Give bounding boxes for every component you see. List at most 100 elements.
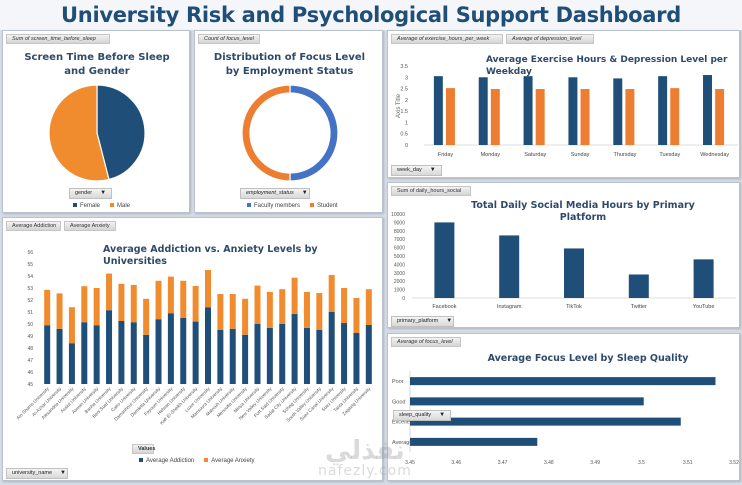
panel-university-bars: Average Addiction Average Anxiety Averag… xyxy=(2,217,383,481)
x-tick-label: Twitter xyxy=(631,304,647,310)
bar-addiction xyxy=(180,318,187,384)
bar-addiction xyxy=(328,312,335,384)
bar-addiction xyxy=(106,310,113,384)
y-tick-label: 50 xyxy=(27,322,33,328)
bar-addiction xyxy=(155,319,162,384)
y-tick-label: 45 xyxy=(27,382,33,388)
y-tick-label: 4000 xyxy=(394,262,405,268)
dropdown-arrow-icon: ▼ xyxy=(429,167,436,173)
field-button-social-hours[interactable]: Sum of daily_hours_social xyxy=(391,186,471,196)
employment-donut-chart xyxy=(241,84,339,182)
bar-addiction xyxy=(56,328,63,384)
bar-anxiety xyxy=(365,289,372,325)
weekday-filter-button[interactable]: week_day ▼ xyxy=(391,165,442,176)
bar-youtube xyxy=(693,259,714,298)
bar-addiction xyxy=(303,327,310,384)
bar-addiction xyxy=(217,330,224,384)
y-tick-label: 3 xyxy=(405,75,408,81)
sleep-filter-button[interactable]: sleep_quality ▼ xyxy=(393,410,452,421)
employment-filter-button[interactable]: employment_status ▼ xyxy=(240,188,310,199)
bar-excellent xyxy=(410,417,681,426)
bar-anxiety xyxy=(118,283,125,321)
bar-addiction xyxy=(44,325,51,384)
y-tick-label: Excellent xyxy=(392,420,415,426)
gender-filter-label: gender xyxy=(75,190,93,196)
bar-addiction xyxy=(279,324,286,384)
y-tick-label: 1 xyxy=(405,120,408,126)
bar-exercise-thursday xyxy=(613,78,623,145)
field-button-focus-count[interactable]: Count of focus_level xyxy=(198,34,260,44)
sleep-bar-chart: Poor Good Excellent Average 3.45 3.46 3.47 3.48… xyxy=(392,371,739,466)
y-tick-label: 51 xyxy=(27,310,33,316)
x-tick-label: TikTok xyxy=(566,304,582,310)
field-button-anxiety[interactable]: Average Anxiety xyxy=(64,221,116,231)
bar-depression-thursday xyxy=(625,89,635,145)
legend-item-faculty: Faculty members xyxy=(247,203,300,209)
chart-title-gender: Screen Time Before Sleep and Gender xyxy=(24,52,170,77)
x-tick-label: 3.46 xyxy=(451,460,461,466)
dropdown-arrow-icon: ▼ xyxy=(60,470,66,476)
y-tick-label: 2000 xyxy=(394,279,405,285)
y-tick-label: 8000 xyxy=(394,229,405,235)
bar-anxiety xyxy=(180,280,187,318)
chart-title-university: Average Addiction vs. Anxiety Levels by … xyxy=(103,244,318,267)
legend-item-female: Female xyxy=(73,203,100,209)
dropdown-arrow-icon: ▼ xyxy=(100,190,107,196)
bar-depression-tuesday xyxy=(670,88,680,145)
x-tick-label: Wednesday xyxy=(700,152,729,158)
bar-anxiety xyxy=(217,294,224,330)
bar-depression-sunday xyxy=(580,89,590,145)
platform-filter-label: primary_platform xyxy=(397,318,439,324)
bar-anxiety xyxy=(130,285,137,323)
y-tick-label: 0 xyxy=(405,143,408,149)
x-tick-label: Sunday xyxy=(571,152,590,158)
bar-addiction xyxy=(254,324,261,384)
dropdown-arrow-icon: ▼ xyxy=(301,190,308,196)
bar-exercise-sunday xyxy=(568,77,578,145)
bar-addiction xyxy=(93,325,100,384)
x-tick-label: YouTube xyxy=(693,304,715,310)
y-tick-label: 56 xyxy=(27,250,33,256)
bar-exercise-wednesday xyxy=(703,75,712,145)
gender-legend: Female Male xyxy=(73,203,130,209)
y-tick-label: Poor xyxy=(392,379,404,385)
bar-addiction xyxy=(205,307,211,384)
chart-title-social: Total Daily Social Media Hours by Primar… xyxy=(471,200,695,223)
y-tick-label: 3.5 xyxy=(400,64,408,70)
bar-anxiety xyxy=(341,288,348,324)
bar-anxiety xyxy=(291,277,298,315)
chart-title-employment: Distribution of Focus Level by Employmen… xyxy=(213,52,366,77)
field-button-addiction[interactable]: Average Addiction xyxy=(6,221,61,231)
x-tick-label: 3.45 xyxy=(405,460,415,466)
x-tick-label: 3.48 xyxy=(544,460,554,466)
bar-exercise-saturday xyxy=(523,76,533,145)
bar-twitter xyxy=(628,274,649,298)
platform-filter-button[interactable]: primary_platform ▼ xyxy=(391,316,454,327)
slice-male xyxy=(48,84,110,182)
field-button-focus-avg[interactable]: Average of focus_level xyxy=(391,337,461,347)
field-button-depression[interactable]: Average of depression_level xyxy=(506,34,594,44)
x-tick-label: Instagram xyxy=(497,304,522,310)
x-tick-label: Saturday xyxy=(524,152,546,158)
x-tick-label: 3.52 xyxy=(729,460,739,466)
gender-filter-button[interactable]: gender ▼ xyxy=(69,188,113,199)
bar-depression-wednesday xyxy=(715,89,725,145)
bar-anxiety xyxy=(353,297,360,333)
values-button[interactable]: Values xyxy=(132,444,155,454)
university-filter-button[interactable]: university_name ▼ xyxy=(6,468,68,479)
bar-anxiety xyxy=(68,307,75,344)
y-tick-label: 2 xyxy=(405,98,408,104)
panel-social-bars: Sum of daily_hours_social Total Daily So… xyxy=(387,182,740,328)
weekday-bar-chart: 0 0.5 1 1.5 2 2.5 3 3.5 Axis Title Friday Monday Sa… xyxy=(396,64,738,158)
bar-addiction xyxy=(353,333,360,384)
field-button-screen-time[interactable]: Sum of screen_time_before_sleep xyxy=(6,34,110,44)
bar-addiction xyxy=(266,327,273,384)
x-tick-label: 3.51 xyxy=(683,460,693,466)
slice-student xyxy=(241,84,291,182)
y-tick-label: 49 xyxy=(27,334,33,340)
bar-anxiety xyxy=(143,298,150,335)
panel-sleep-bars: Average of focus_level Average Focus Lev… xyxy=(387,333,740,481)
y-tick-label: 10000 xyxy=(391,212,405,218)
field-button-exercise[interactable]: Average of exercise_hours_per_week xyxy=(391,34,503,44)
